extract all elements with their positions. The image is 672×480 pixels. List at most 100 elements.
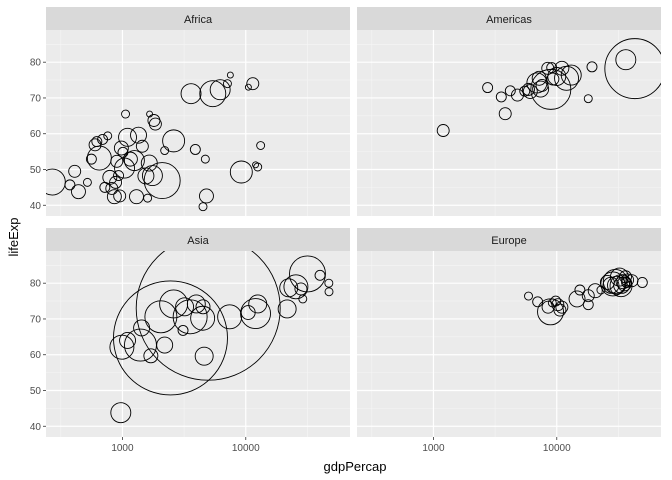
bubble-point	[277, 299, 297, 319]
bubble-point	[604, 38, 661, 100]
bubble-point	[209, 79, 231, 101]
bubbles	[524, 267, 648, 326]
bubble-point	[289, 255, 326, 293]
bubble-point	[118, 127, 137, 147]
strip-label: Europe	[491, 235, 526, 247]
bubble-point	[222, 79, 232, 89]
bubble-point	[190, 305, 216, 331]
bubble-point	[436, 124, 450, 137]
bubble-point	[532, 80, 550, 98]
axes: gdpPercap lifeExp	[6, 217, 386, 474]
bubble-point	[64, 179, 76, 191]
bubble-point	[244, 83, 252, 91]
bubble-point	[636, 277, 648, 288]
bubble-point	[199, 80, 227, 108]
bubble-point	[602, 276, 620, 294]
x-tick-label: 10000	[232, 443, 260, 454]
strip-label: Africa	[184, 14, 213, 26]
y-tick-label: 40	[30, 422, 42, 433]
y-tick-label: 70	[30, 93, 42, 104]
bubble-point	[106, 189, 122, 205]
bubble-point	[122, 151, 138, 167]
y-tick-label: 80	[30, 58, 42, 69]
bubble-point	[180, 83, 202, 105]
bubble-point	[200, 154, 210, 164]
bubble-point	[146, 110, 154, 118]
bubble-point	[135, 251, 281, 381]
bubble-point	[522, 82, 535, 96]
y-tick-label: 50	[30, 165, 42, 176]
bubble-point	[110, 402, 132, 424]
bubble-point	[526, 72, 548, 94]
bubble-point	[194, 346, 214, 366]
bubble-point	[68, 164, 82, 178]
bubble-point	[615, 49, 637, 71]
bubble-point	[246, 77, 260, 91]
bubble-point	[621, 273, 635, 287]
bubble-point	[555, 300, 569, 314]
bubble-point	[113, 170, 125, 182]
bubble-point	[135, 139, 149, 153]
bubble-point	[587, 283, 603, 299]
x-tick-label: 10000	[543, 443, 571, 454]
bubble-point	[541, 300, 555, 314]
bubbles	[46, 71, 266, 212]
panel-americas: Americas	[357, 7, 661, 216]
bubble-point	[226, 71, 234, 79]
bubble-point	[240, 298, 271, 330]
bubble-point	[130, 126, 147, 144]
panel-background	[46, 251, 350, 437]
strip-asia	[46, 228, 350, 251]
bubble-point	[283, 274, 309, 300]
bubble-point	[113, 140, 129, 156]
bubble-point	[582, 299, 594, 311]
bubble-point	[229, 160, 253, 184]
bubbles	[109, 251, 334, 424]
bubble-point	[583, 94, 593, 104]
bubble-point	[504, 85, 516, 97]
panel-africa: Africa 40 50 60 70 80	[30, 7, 350, 216]
y-tick-label: 80	[30, 279, 42, 290]
bubble-point	[482, 82, 494, 94]
bubble-point	[121, 109, 131, 119]
bubble-point	[553, 303, 567, 317]
bubble-point	[253, 162, 263, 172]
bubble-point	[177, 324, 189, 336]
bubble-point	[252, 161, 259, 169]
bubble-point	[324, 287, 334, 297]
bubble-point	[615, 274, 631, 290]
bubble-point	[495, 91, 507, 103]
bubble-point	[568, 290, 586, 308]
bubble-point	[535, 78, 549, 92]
bubbles	[436, 38, 661, 137]
bubble-point	[324, 278, 334, 288]
bubble-point	[186, 294, 206, 314]
bubble-point	[85, 153, 97, 165]
bubble-point	[143, 348, 159, 364]
bubble-point	[551, 298, 565, 312]
bubble-point	[199, 188, 214, 204]
bubble-point	[109, 175, 123, 189]
bubble-point	[119, 331, 136, 349]
bubble-point	[560, 64, 582, 86]
bubble-point	[103, 131, 113, 141]
y-tick-label: 70	[30, 314, 42, 325]
bubble-point	[143, 193, 153, 203]
bubble-point	[123, 150, 145, 172]
bubble-point	[586, 61, 598, 73]
x-axis-title: gdpPercap	[324, 459, 387, 474]
y-tick-label: 60	[30, 350, 42, 361]
bubble-point	[314, 269, 326, 281]
bubble-point	[195, 299, 211, 315]
bubble-point	[156, 336, 174, 354]
facet-panels: Africa 40 50 60 70 80 Americas Asia 40 50 60 70 80 10…	[30, 7, 661, 454]
bubble-point	[256, 141, 266, 150]
bubble-point	[189, 144, 201, 155]
bubble-point	[531, 70, 547, 86]
bubble-point	[110, 154, 124, 168]
panel-asia: Asia 40 50 60 70 80 1000 10000	[30, 228, 350, 454]
strip-americas	[357, 7, 661, 30]
bubble-point	[298, 294, 308, 304]
bubble-point	[175, 297, 195, 317]
bubble-point	[113, 280, 228, 396]
